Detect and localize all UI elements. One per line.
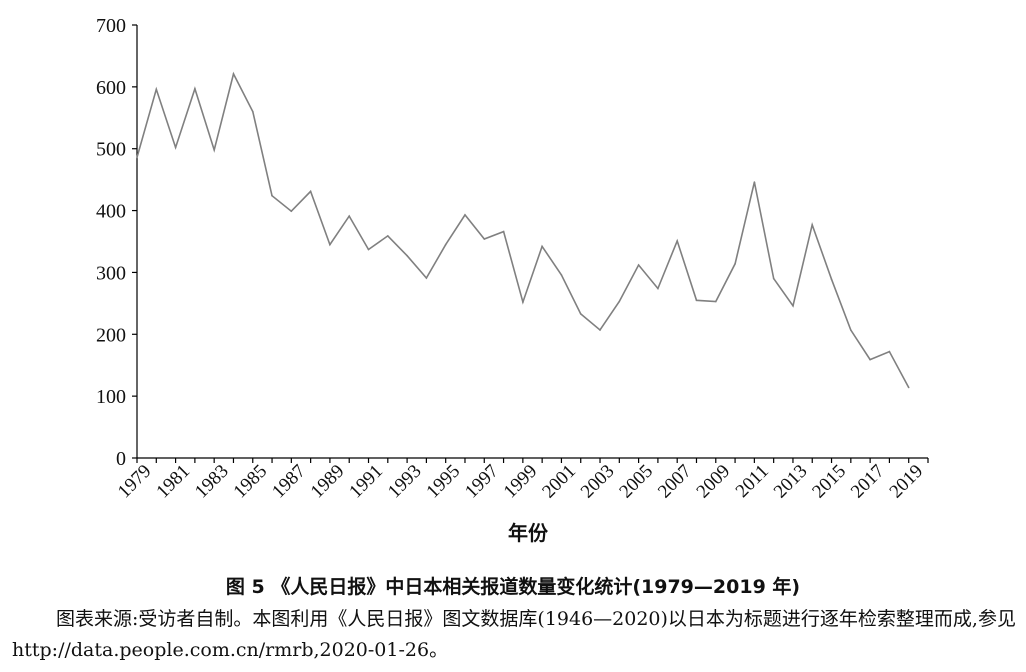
y-tick-label: 500 [96,139,126,161]
data-point [676,240,678,242]
y-tick-label: 0 [116,448,126,470]
x-tick-label: 2005 [615,461,657,503]
x-tick-label: 1999 [500,461,542,503]
data-point [309,190,312,193]
data-point [174,146,177,149]
data-point [792,305,794,307]
data-point [715,300,717,303]
data-point [425,277,428,279]
x-tick-label: 1983 [191,461,233,503]
data-point [695,299,698,302]
data-point [329,243,331,246]
y-tick-label: 400 [96,201,126,223]
line-chart: 0 100 200 300 400 500 600 700 19791981198319851… [96,15,929,545]
series-line [136,71,910,388]
data-point [213,149,215,151]
x-tick-label: 2001 [538,461,580,503]
data-point [502,230,505,233]
data-point [618,300,621,303]
x-axis: 1979198119831985198719891991199319951997… [114,457,929,503]
data-point [657,287,659,290]
data-point [252,110,254,113]
data-point [406,254,408,257]
data-point [830,278,833,281]
x-tick-label: 1993 [384,461,426,503]
x-tick-label: 2007 [654,461,696,503]
data-point [579,313,582,315]
data-point [850,329,852,331]
x-tick-label: 1981 [152,461,194,503]
data-point [464,214,466,216]
data-point [194,87,196,90]
x-tick-label: 2017 [847,461,889,503]
x-tick-label: 2003 [577,461,619,503]
data-point [348,215,351,217]
y-tick-label: 600 [96,77,126,99]
x-tick-label: 1995 [422,461,464,503]
data-point [753,181,756,183]
y-tick-label: 700 [96,15,126,37]
x-tick-label: 1985 [230,461,272,503]
x-tick-label: 1989 [307,461,349,503]
y-tick-label: 100 [96,386,126,408]
data-point [541,245,543,248]
data-point [522,301,524,303]
figure-caption: 图 5 《人民日报》中日本相关报道数量变化统计(1979—2019 年) [225,576,801,598]
y-tick-label: 200 [96,324,126,346]
data-point [271,194,273,197]
data-point [136,156,138,159]
data-point [599,329,601,331]
y-tick-label: 300 [96,262,126,284]
data-point [907,386,910,389]
y-axis: 0 100 200 300 400 500 600 700 [96,15,138,470]
data-point [367,248,370,251]
x-tick-label: 1987 [268,461,310,503]
data-point [869,358,871,361]
data-point [637,264,640,266]
x-axis-title: 年份 [508,521,549,545]
data-point [888,350,891,353]
data-point [387,235,389,237]
data-point [811,224,813,226]
x-tick-label: 2011 [732,461,773,502]
data-point [290,210,293,212]
data-point [232,73,235,75]
data-point [444,243,447,246]
data-point [772,277,775,280]
x-tick-label: 1997 [461,461,503,503]
x-tick-label: 2019 [886,461,928,503]
x-tick-label: 2009 [693,461,735,503]
source-note: 图表来源:受访者自制。本图利用《人民日报》图文数据库(1946—2020)以日本… [12,608,1016,661]
x-tick-label: 1991 [345,461,387,503]
x-tick-label: 2013 [770,461,812,503]
data-point [560,274,563,276]
data-point [155,88,158,91]
data-point [483,238,486,240]
series-group [136,71,910,389]
data-point [734,263,736,265]
x-tick-label: 2015 [808,461,850,503]
